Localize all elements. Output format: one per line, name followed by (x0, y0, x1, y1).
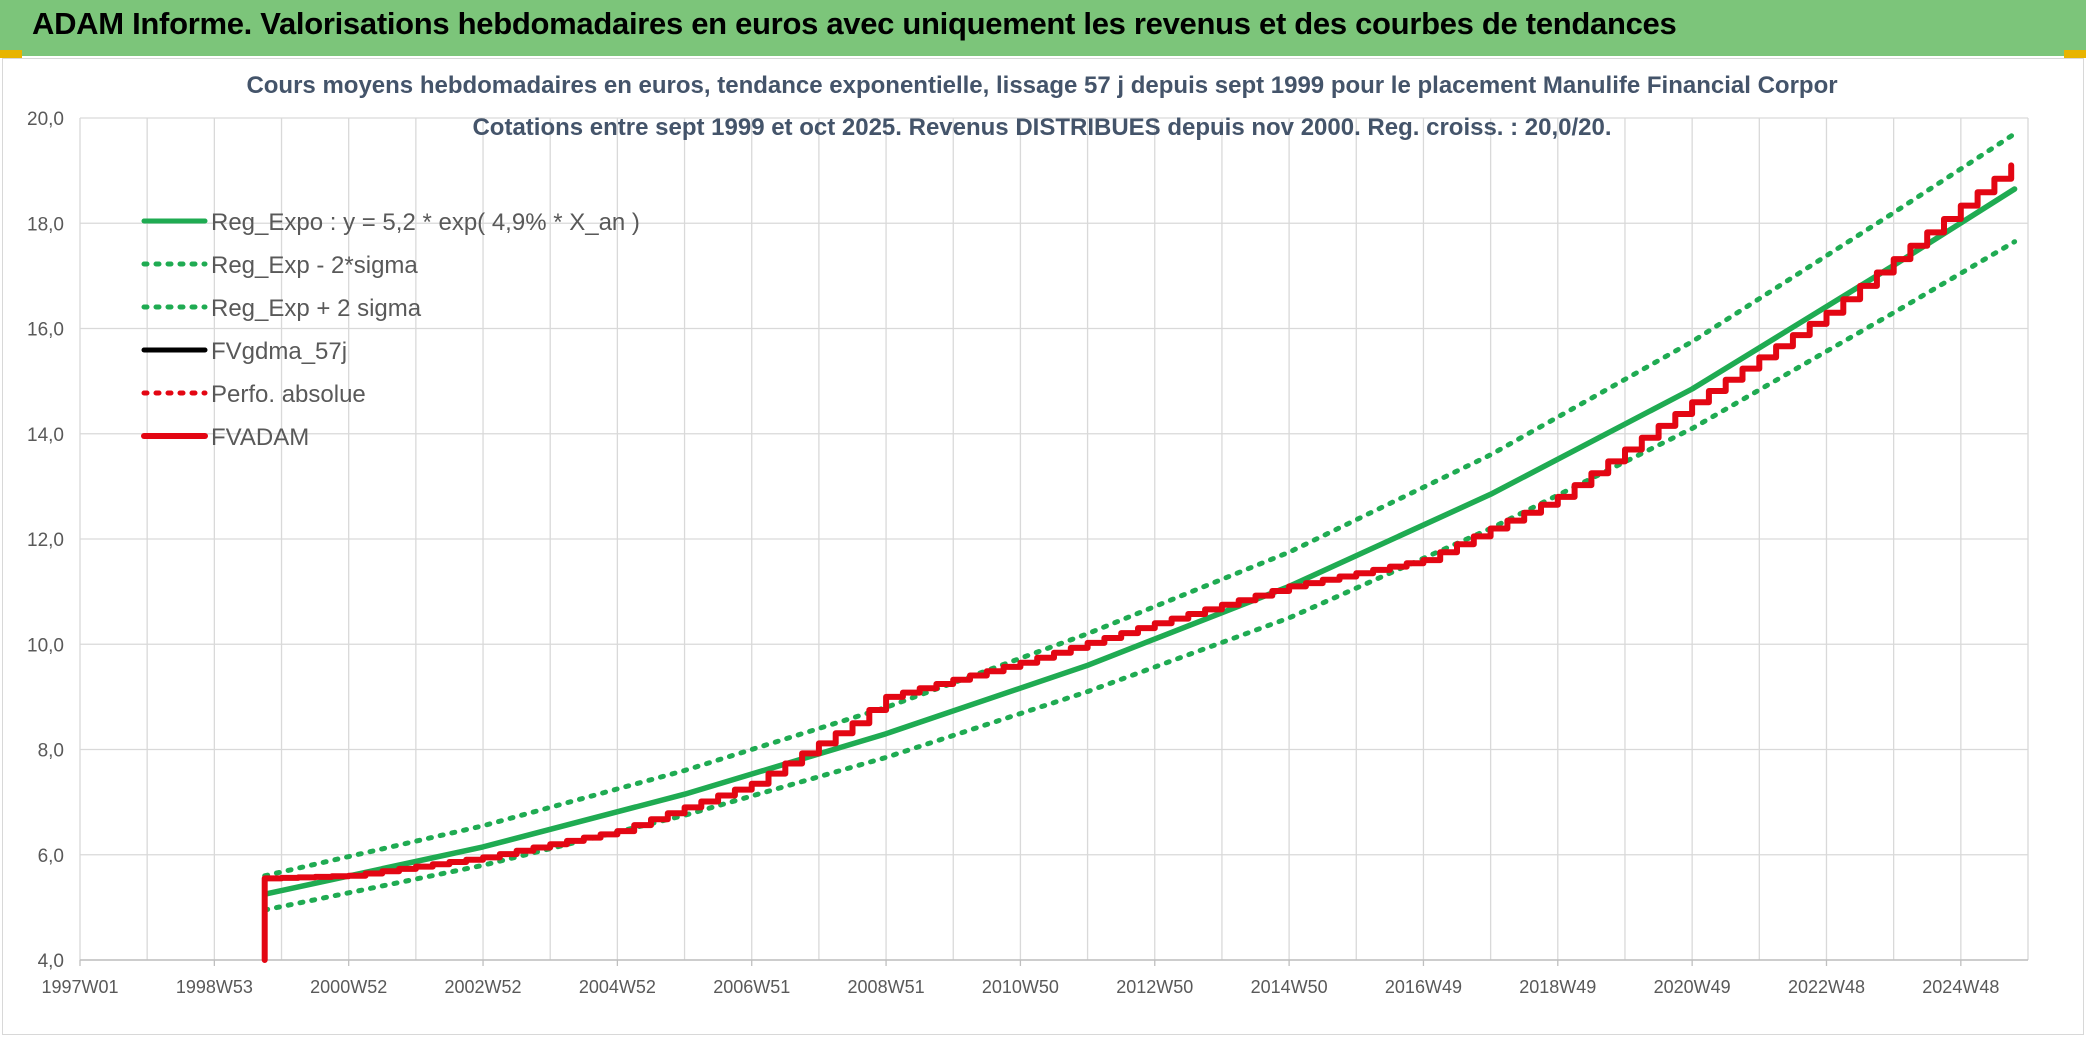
x-tick-label: 2008W51 (848, 977, 925, 997)
chart-svg: 4,0 6,0 8,0 10,0 12,0 14,0 16,0 18,0 20,0 1997W01… (27, 72, 2029, 997)
x-tick-label: 2000W52 (310, 977, 387, 997)
legend-label-2: Reg_Exp + 2 sigma (211, 295, 422, 322)
x-tick-label: 2006W51 (713, 977, 790, 997)
legend-label-3: FVgdma_57j (211, 338, 347, 365)
y-tick-label: 14,0 (27, 425, 64, 446)
y-tick-label: 20,0 (27, 109, 64, 130)
legend-label-5: FVADAM (211, 424, 309, 451)
x-tick-label: 2004W52 (579, 977, 656, 997)
y-tick-label: 4,0 (38, 951, 64, 972)
series-line-2 (262, 131, 2018, 879)
series-line-1 (262, 239, 2018, 913)
x-tick-label: 2012W50 (1116, 977, 1193, 997)
x-tick-label: 1998W53 (176, 977, 253, 997)
x-tick-label: 1997W01 (41, 977, 118, 997)
y-tick-label: 18,0 (27, 214, 64, 235)
chart-title-line-1: Cours moyens hebdomadaires en euros, ten… (246, 72, 1837, 99)
y-tick-label: 6,0 (38, 846, 64, 867)
series-line-0 (261, 186, 2018, 897)
chart-legend: Reg_Expo : y = 5,2 * exp( 4,9% * X_an ) R… (141, 209, 640, 451)
x-tick-label: 2010W50 (982, 977, 1059, 997)
series-line-5 (261, 162, 2015, 963)
legend-label-0: Reg_Expo : y = 5,2 * exp( 4,9% * X_an ) (211, 209, 640, 236)
chart-area: 4,0 6,0 8,0 10,0 12,0 14,0 16,0 18,0 20,0 1997W01… (2, 58, 2084, 1035)
x-tick-label: 2002W52 (445, 977, 522, 997)
x-tick-label: 2018W49 (1519, 977, 1596, 997)
x-tick-label: 2022W48 (1788, 977, 1865, 997)
corner-mark-right (2064, 50, 2086, 58)
y-tick-label: 8,0 (38, 741, 64, 762)
y-tick-label: 10,0 (27, 635, 64, 656)
y-tick-label: 12,0 (27, 530, 64, 551)
legend-label-1: Reg_Exp - 2*sigma (211, 252, 418, 279)
legend-label-4: Perfo. absolue (211, 381, 366, 408)
x-tick-label: 2016W49 (1385, 977, 1462, 997)
report-title: ADAM Informe. Valorisations hebdomadaire… (32, 6, 1677, 41)
y-tick-label: 16,0 (27, 320, 64, 341)
x-tick-label: 2014W50 (1251, 977, 1328, 997)
chart-title-line-2: Cotations entre sept 1999 et oct 2025. R… (472, 114, 1611, 141)
x-tick-label: 2024W48 (1922, 977, 1999, 997)
corner-mark-left (0, 50, 22, 58)
x-tick-label: 2020W49 (1654, 977, 1731, 997)
report-header: ADAM Informe. Valorisations hebdomadaire… (0, 0, 2086, 56)
